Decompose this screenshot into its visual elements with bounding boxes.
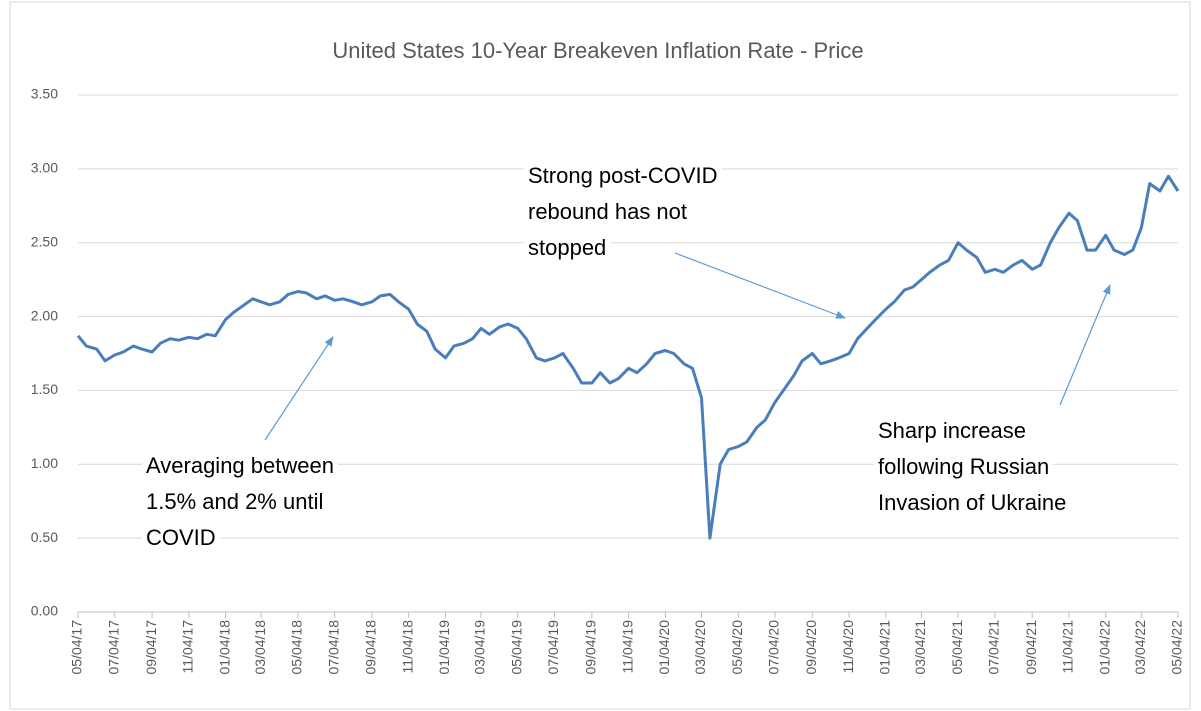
y-tick-label: 2.00 [31, 307, 58, 323]
annotation-bg [142, 522, 220, 556]
chart-title: United States 10-Year Breakeven Inflatio… [332, 38, 863, 63]
arrow [264, 336, 334, 441]
arrow [674, 252, 846, 319]
x-tick-label: 07/04/19 [545, 620, 561, 675]
annotation-bg [874, 487, 1071, 521]
annotation: 1.5% and 2% until [146, 489, 323, 514]
annotation-bg [142, 486, 328, 520]
x-tick-label: 05/04/18 [289, 620, 305, 675]
y-tick-label: 3.50 [31, 86, 58, 102]
x-tick-label: 07/04/21 [986, 620, 1002, 675]
annotation: stopped [528, 235, 606, 260]
line [76, 174, 1180, 540]
annotation: COVID [146, 525, 216, 550]
annotation-bg [874, 415, 1030, 449]
x-tick-label: 11/04/20 [840, 620, 856, 674]
x-tick-label: 01/04/20 [656, 620, 672, 675]
arrow [1059, 284, 1111, 406]
annotation: rebound has not [528, 199, 687, 224]
y-tick-label: 0.00 [31, 603, 58, 619]
y-tick-label: 1.50 [31, 381, 58, 397]
annotation-bg [524, 160, 722, 194]
y-tick-label: 0.50 [31, 529, 58, 545]
x-tick-label: 09/04/21 [1023, 620, 1039, 675]
annotation-bg [524, 232, 611, 266]
x-tick-label: 01/04/21 [877, 620, 893, 675]
x-tick-label: 01/04/18 [216, 620, 232, 675]
x-tick-label: 03/04/22 [1132, 620, 1148, 675]
x-tick-label: 03/04/18 [252, 620, 268, 675]
x-tick-label: 03/04/21 [912, 620, 928, 675]
annotation: Averaging between [146, 453, 334, 478]
x-tick-label: 09/04/18 [363, 620, 379, 675]
x-tick-label: 11/04/17 [180, 620, 196, 674]
x-tick-label: 09/04/20 [803, 620, 819, 675]
x-tick-label: 11/04/19 [619, 620, 635, 674]
annotation: Sharp increase [878, 418, 1026, 443]
chart-border [9, 1, 1191, 710]
annotation-bg [142, 450, 338, 484]
x-tick-label: 01/04/22 [1096, 620, 1112, 675]
annotation: Invasion of Ukraine [878, 490, 1066, 515]
x-tick-label: 07/04/18 [325, 620, 341, 675]
x-tick-label: 09/04/19 [583, 620, 599, 675]
x-tick-label: 07/04/17 [105, 620, 121, 675]
y-tick-label: 3.00 [31, 160, 58, 176]
x-tick-label: 01/04/19 [436, 620, 452, 675]
x-tick-label: 05/04/21 [949, 620, 965, 675]
x-tick-label: 03/04/19 [472, 620, 488, 675]
x-tick-label: 05/04/20 [729, 620, 745, 675]
annotation-bg [874, 451, 1054, 485]
y-tick-label: 1.00 [31, 455, 58, 471]
annotation: following Russian [878, 454, 1049, 479]
y-tick-label: 2.50 [31, 233, 58, 249]
x-tick-label: 09/04/17 [143, 620, 159, 675]
x-tick-label: 07/04/20 [766, 620, 782, 675]
annotation: Strong post-COVID [528, 163, 718, 188]
x-tick-label: 05/04/17 [69, 620, 85, 675]
annotation-bg [524, 196, 692, 230]
x-tick-label: 11/04/21 [1060, 620, 1076, 674]
x-tick-label: 03/04/20 [692, 620, 708, 675]
x-tick-label: 05/04/19 [508, 620, 524, 675]
x-tick-label: 05/04/22 [1169, 620, 1185, 675]
x-tick-label: 11/04/18 [399, 620, 415, 674]
